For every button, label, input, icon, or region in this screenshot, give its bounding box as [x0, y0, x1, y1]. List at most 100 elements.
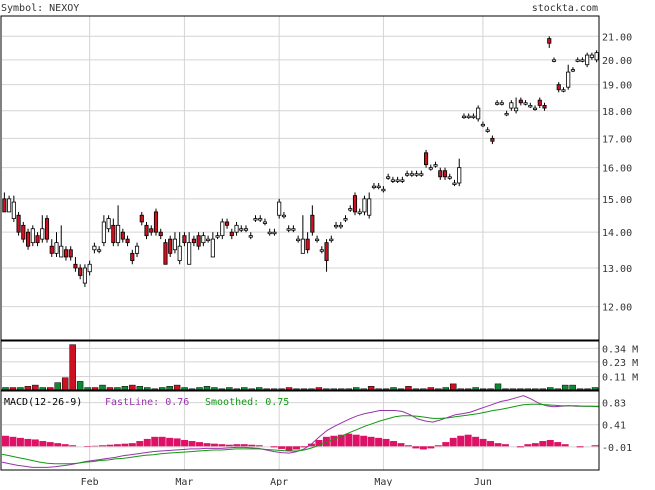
- candle: [333, 221, 339, 229]
- candle-body-up: [267, 231, 272, 235]
- macd-title: MACD(12-26-9): [4, 397, 82, 408]
- candle: [258, 215, 263, 222]
- candle-body-up: [300, 238, 305, 254]
- candle-body-down: [191, 238, 196, 244]
- macd-histogram-bar: [24, 438, 32, 447]
- candle-body-up: [30, 228, 35, 244]
- volume-bar: [32, 384, 39, 391]
- candle-body-up: [210, 238, 215, 258]
- candle-body-down: [547, 38, 552, 44]
- price-tick-label: 15.00: [602, 195, 632, 206]
- candle: [566, 64, 571, 90]
- macd-histogram-bar: [427, 446, 435, 449]
- candle: [201, 232, 206, 247]
- volume-bar: [166, 386, 173, 391]
- candle: [92, 242, 97, 254]
- candle-body-down: [229, 231, 234, 237]
- candle-body-down: [490, 137, 495, 142]
- candle-body-up: [528, 105, 533, 108]
- candle-body-up: [286, 228, 291, 231]
- macd-line-smoothed: [1, 403, 600, 465]
- candle-body-up: [447, 176, 452, 179]
- candle: [153, 208, 159, 236]
- candle-body-up: [7, 198, 12, 213]
- candle-body-down: [26, 231, 31, 247]
- macd-histogram-bar: [158, 436, 166, 447]
- candle: [253, 215, 258, 222]
- candle-body-up: [329, 238, 334, 242]
- candle-body-up: [395, 179, 400, 182]
- panel-frame: [0, 15, 600, 341]
- macd-histogram-bar: [449, 437, 457, 447]
- candle: [348, 205, 353, 212]
- candle: [11, 195, 16, 222]
- candle: [495, 100, 500, 106]
- macd-histogram-bar: [360, 435, 368, 447]
- candle: [149, 225, 154, 236]
- candle-body-down: [352, 195, 358, 213]
- candle-body-up: [433, 164, 438, 167]
- candle: [106, 215, 111, 233]
- candle: [182, 232, 187, 247]
- candle: [101, 215, 106, 247]
- candle: [466, 113, 471, 119]
- candle: [7, 195, 12, 213]
- candle: [206, 235, 211, 243]
- month-tick-label: Jun: [474, 477, 492, 486]
- candle: [163, 239, 168, 265]
- candle: [405, 170, 410, 177]
- volume-bar: [569, 384, 576, 391]
- candle: [82, 264, 87, 287]
- macd-histogram-bar: [352, 434, 360, 447]
- candle: [172, 232, 177, 254]
- volume-bar: [121, 386, 129, 391]
- candle-body-up: [272, 231, 277, 235]
- candle-body-down: [324, 242, 329, 262]
- macd-histogram-bar: [367, 436, 375, 447]
- x-axis: Feb Mar Apr May Jun: [81, 477, 492, 488]
- volume-bar: [129, 384, 136, 391]
- candle: [281, 211, 286, 219]
- macd-histogram-bar: [181, 439, 189, 447]
- candle: [267, 228, 272, 236]
- macd-histogram-bar: [524, 444, 532, 447]
- candle: [447, 173, 452, 180]
- macd-histogram-bar: [128, 443, 136, 447]
- candle: [54, 232, 59, 257]
- candle-body-up: [134, 245, 140, 254]
- macd-histogram-bar: [54, 443, 62, 447]
- candle: [589, 52, 594, 60]
- candle-body-up: [457, 167, 462, 184]
- candle-body-down: [44, 218, 50, 240]
- candle-body-down: [78, 267, 83, 276]
- candle-body-down: [35, 235, 40, 244]
- volume-bar: [54, 382, 61, 391]
- macd-histogram-bar: [322, 436, 330, 447]
- candle-body-down: [120, 231, 125, 240]
- candle: [248, 232, 253, 240]
- volume-bar: [367, 386, 375, 391]
- candle-body-down: [196, 235, 201, 247]
- macd-histogram-bar: [136, 441, 144, 447]
- candle-body-up: [570, 69, 575, 72]
- candle: [168, 235, 173, 257]
- candle: [471, 113, 476, 119]
- candle-body-up: [177, 245, 182, 262]
- candle: [556, 82, 561, 93]
- macd-histogram-bar: [531, 443, 539, 447]
- candle-body-down: [130, 252, 135, 262]
- candle: [139, 211, 144, 226]
- candle-body-up: [338, 224, 343, 228]
- price-tick-label: 18.00: [602, 107, 632, 118]
- candle-body-up: [499, 102, 504, 105]
- candle: [35, 232, 40, 247]
- candle-body-up: [400, 179, 405, 182]
- macd-histogram-bar: [278, 446, 286, 449]
- macd-histogram-bar: [457, 435, 465, 447]
- candle-body-up: [239, 228, 244, 231]
- macd-tick-label: 0.41: [602, 421, 626, 432]
- macd-histogram-bar: [233, 444, 241, 447]
- candle: [329, 235, 334, 243]
- candle-body-down: [2, 198, 7, 213]
- candle: [272, 228, 277, 236]
